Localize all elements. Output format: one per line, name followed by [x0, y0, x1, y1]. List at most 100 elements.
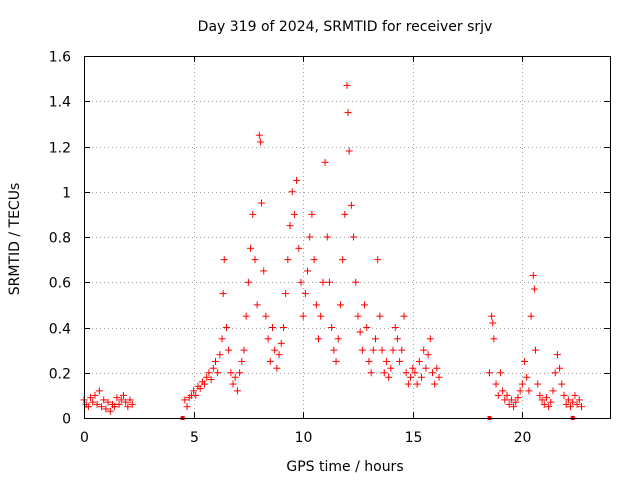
data-point: [220, 256, 228, 264]
data-point: [518, 380, 526, 388]
data-point: [514, 394, 522, 402]
x-axis-label: GPS time / hours: [286, 459, 403, 475]
data-point: [404, 380, 412, 388]
data-point: [293, 176, 301, 184]
data-point: [343, 81, 351, 89]
data-point: [510, 403, 518, 411]
data-point: [354, 312, 362, 320]
axis-tick-labels: 0 0.2 0.4 0.6 0.8 1 1.2 1.4 1.6 0 5 10 15 20: [49, 50, 532, 447]
data-point: [553, 351, 561, 359]
data-point: [428, 369, 436, 377]
data-point: [538, 396, 546, 404]
data-point: [277, 339, 285, 347]
data-point: [356, 328, 364, 336]
data-point: [433, 364, 441, 372]
data-point: [344, 109, 352, 117]
data-point: [409, 364, 417, 372]
data-point: [569, 398, 577, 406]
data-point: [104, 398, 112, 406]
data-point: [323, 233, 331, 241]
grid: [84, 56, 610, 418]
data-point: [488, 312, 496, 320]
x-tick-label: 0: [80, 430, 89, 446]
data-point: [387, 364, 395, 372]
data-point: [212, 357, 219, 365]
y-tick-label: 1.6: [49, 50, 71, 66]
data-point: [358, 346, 366, 354]
y-tick-label: 1: [62, 186, 71, 202]
data-point: [494, 391, 502, 399]
data-point: [551, 369, 559, 377]
data-point: [505, 400, 513, 408]
data-point: [527, 312, 535, 320]
data-point: [319, 278, 327, 286]
data-point: [573, 400, 581, 408]
y-tick-label: 1.2: [49, 141, 71, 157]
data-point: [315, 335, 323, 343]
data-point: [124, 403, 132, 411]
data-point: [304, 267, 312, 275]
data-point: [258, 199, 266, 207]
data-point: [295, 244, 303, 252]
plot-frame: [84, 56, 611, 419]
data-point: [310, 256, 318, 264]
y-tick-label: 0.2: [49, 367, 71, 383]
data-point: [558, 380, 566, 388]
data-point: [321, 158, 329, 166]
y-axis-label: SRMTID / TECUs: [7, 183, 23, 296]
data-point: [422, 364, 430, 372]
data-point: [84, 403, 92, 411]
y-tick-label: 1.4: [49, 95, 71, 111]
data-point: [233, 387, 241, 395]
data-point: [411, 369, 419, 377]
data-point: [275, 351, 283, 359]
data-point: [306, 233, 314, 241]
data-point: [207, 376, 215, 384]
data-point: [264, 335, 272, 343]
data-point: [376, 312, 384, 320]
data-point: [385, 373, 393, 381]
x-tick-label: 10: [295, 430, 313, 446]
data-point: [242, 312, 250, 320]
data-point: [560, 391, 568, 399]
data-point: [540, 400, 548, 408]
data-point: [521, 357, 529, 365]
data-point: [336, 301, 344, 309]
data-point: [367, 369, 375, 377]
data-point: [350, 233, 358, 241]
data-point: [352, 278, 360, 286]
data-point: [578, 403, 586, 411]
data-point: [371, 335, 379, 343]
data-point: [512, 398, 520, 406]
data-point: [330, 346, 338, 354]
data-point: [435, 373, 443, 381]
data-point: [545, 403, 553, 411]
data-point: [345, 147, 353, 155]
data-point: [402, 369, 410, 377]
data-point: [227, 369, 235, 377]
data-point: [244, 278, 252, 286]
data-point: [203, 373, 211, 381]
data-point: [102, 405, 110, 413]
data-point: [523, 373, 531, 381]
data-point: [374, 256, 382, 264]
data-point: [106, 407, 114, 415]
data-point: [325, 278, 333, 286]
data-point: [240, 346, 248, 354]
data-point: [231, 373, 239, 381]
data-point: [308, 210, 316, 218]
data-point: [317, 312, 325, 320]
data-point: [426, 335, 434, 343]
data-point: [534, 380, 542, 388]
data-point: [286, 222, 294, 230]
data-point: [415, 357, 423, 365]
data-point: [530, 285, 538, 293]
data-point: [361, 301, 369, 309]
x-tick-label: 15: [405, 430, 423, 446]
data-point: [516, 387, 524, 395]
y-tick-label: 0.4: [49, 322, 71, 338]
data-point: [181, 396, 189, 404]
x-tick-label: 5: [190, 430, 199, 446]
data-point: [396, 357, 404, 365]
